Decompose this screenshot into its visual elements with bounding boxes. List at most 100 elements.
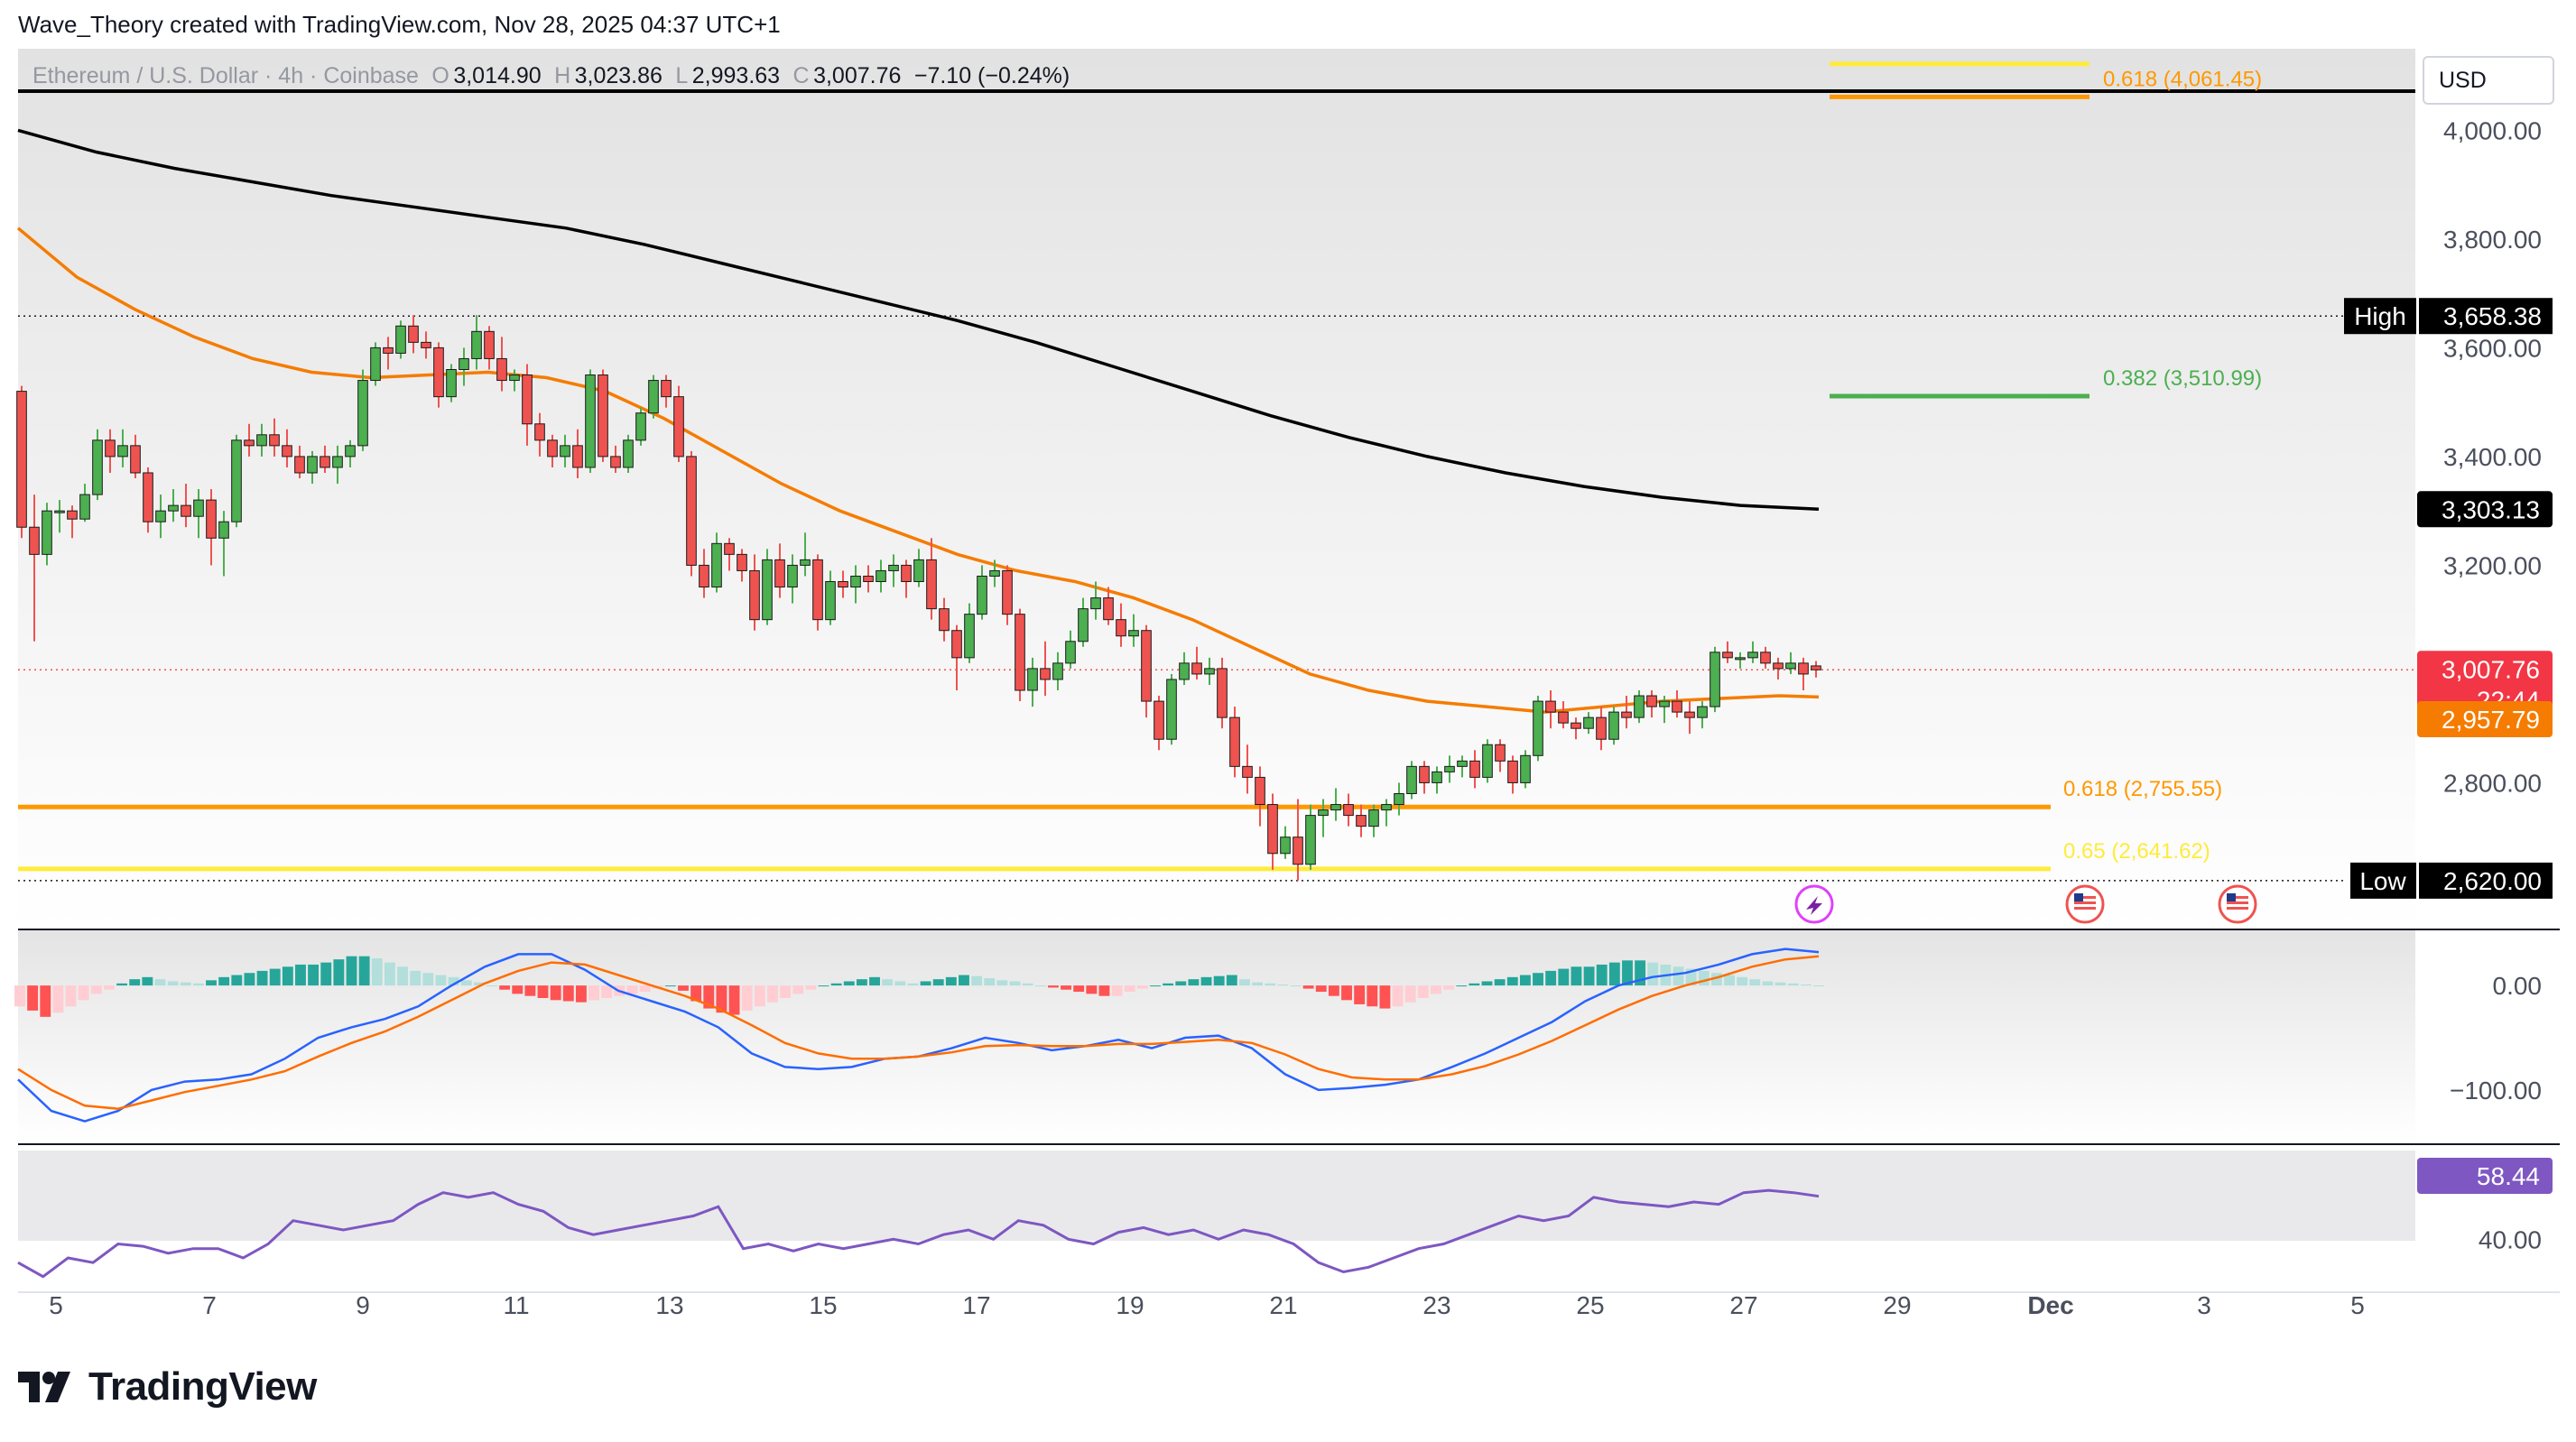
candle[interactable]	[1242, 744, 1253, 794]
candle[interactable]	[850, 565, 861, 604]
time-axis[interactable]: 5 7 9 11 13 15 17 19 21 23 25 27 29 Dec 3 5	[49, 1291, 2365, 1319]
candle[interactable]	[1747, 641, 1758, 663]
candle[interactable]	[610, 445, 621, 473]
candle[interactable]	[446, 364, 457, 402]
candle[interactable]	[1621, 696, 1632, 729]
candle[interactable]	[1697, 701, 1708, 729]
macd-indicator[interactable]	[14, 947, 1824, 1123]
candle[interactable]	[1356, 804, 1367, 837]
candle[interactable]	[1040, 641, 1051, 697]
candle[interactable]	[1419, 761, 1430, 794]
candle[interactable]	[1293, 799, 1303, 881]
candle[interactable]	[572, 429, 583, 479]
candle[interactable]	[1457, 755, 1468, 778]
candle[interactable]	[1078, 597, 1089, 647]
candle[interactable]	[1773, 657, 1784, 679]
candle[interactable]	[1368, 804, 1379, 837]
candle[interactable]	[547, 434, 558, 467]
candle[interactable]	[181, 484, 191, 528]
candle[interactable]	[1785, 652, 1796, 674]
candle[interactable]	[926, 538, 937, 620]
candle[interactable]	[130, 434, 141, 479]
candle[interactable]	[1280, 826, 1291, 859]
candle[interactable]	[395, 320, 406, 359]
candle[interactable]	[1217, 657, 1228, 729]
candles[interactable]	[16, 315, 1821, 881]
candle[interactable]	[1318, 799, 1329, 837]
candle[interactable]	[598, 369, 608, 462]
candle[interactable]	[244, 423, 255, 457]
candle[interactable]	[1381, 799, 1392, 827]
candle[interactable]	[1116, 603, 1126, 647]
candle[interactable]	[534, 412, 545, 457]
candle[interactable]	[105, 429, 116, 473]
candle[interactable]	[749, 554, 760, 631]
candle[interactable]	[1305, 804, 1316, 870]
candle[interactable]	[231, 434, 242, 528]
candle[interactable]	[876, 559, 886, 593]
candle[interactable]	[623, 434, 634, 473]
candle[interactable]	[1672, 690, 1682, 718]
candle[interactable]	[345, 439, 356, 467]
candle[interactable]	[218, 511, 229, 577]
candle[interactable]	[774, 543, 785, 598]
candle[interactable]	[1596, 707, 1607, 751]
candle[interactable]	[1710, 646, 1720, 713]
candle[interactable]	[1154, 696, 1164, 751]
tradingview-logo[interactable]: TradingView	[18, 1364, 317, 1410]
candle[interactable]	[522, 364, 533, 446]
candle[interactable]	[1103, 587, 1114, 625]
candle[interactable]	[635, 407, 646, 446]
candle[interactable]	[1191, 646, 1202, 679]
candle[interactable]	[977, 565, 987, 620]
candle[interactable]	[1811, 661, 1821, 678]
candle[interactable]	[1343, 793, 1354, 827]
candle[interactable]	[1482, 739, 1493, 783]
candle[interactable]	[496, 337, 507, 392]
candle[interactable]	[282, 429, 292, 467]
candle[interactable]	[1406, 761, 1417, 800]
candle[interactable]	[92, 429, 103, 501]
candle[interactable]	[1166, 673, 1177, 745]
candle[interactable]	[1798, 657, 1809, 691]
us-flag-event-icon[interactable]	[2065, 884, 2105, 924]
candle[interactable]	[964, 603, 975, 663]
candle[interactable]	[1608, 707, 1619, 745]
candle[interactable]	[294, 445, 305, 479]
candle[interactable]	[661, 374, 672, 408]
candle[interactable]	[1267, 793, 1278, 870]
event-icons[interactable]	[1794, 884, 2257, 924]
candle[interactable]	[560, 434, 570, 467]
candle[interactable]	[357, 369, 368, 451]
candle[interactable]	[686, 450, 697, 577]
candle[interactable]	[1394, 782, 1404, 816]
candle[interactable]	[332, 445, 343, 485]
candle[interactable]	[989, 559, 1000, 587]
currency-button[interactable]: USD	[2423, 56, 2554, 105]
candle[interactable]	[1027, 657, 1038, 707]
candle[interactable]	[1444, 755, 1455, 783]
candle[interactable]	[673, 385, 684, 462]
candle[interactable]	[117, 429, 128, 467]
candle[interactable]	[762, 549, 773, 625]
price-axis[interactable]: 4,000.00 3,800.00 3,600.00 3,400.00 3,200.00…	[2443, 116, 2542, 1253]
candle[interactable]	[951, 624, 962, 691]
candle[interactable]	[1495, 739, 1506, 772]
candle[interactable]	[1432, 766, 1442, 794]
candle[interactable]	[724, 538, 735, 571]
candle[interactable]	[206, 489, 217, 566]
candle[interactable]	[1507, 755, 1518, 794]
candle[interactable]	[737, 549, 747, 582]
candle[interactable]	[54, 500, 65, 533]
candle[interactable]	[459, 347, 469, 386]
candle[interactable]	[320, 445, 330, 473]
candle[interactable]	[1735, 652, 1746, 669]
candle[interactable]	[939, 597, 950, 642]
candle[interactable]	[168, 489, 179, 522]
candle[interactable]	[1090, 581, 1101, 620]
candle[interactable]	[1583, 712, 1594, 735]
candle[interactable]	[1722, 641, 1733, 663]
candle[interactable]	[838, 570, 848, 598]
candle[interactable]	[1330, 788, 1341, 821]
